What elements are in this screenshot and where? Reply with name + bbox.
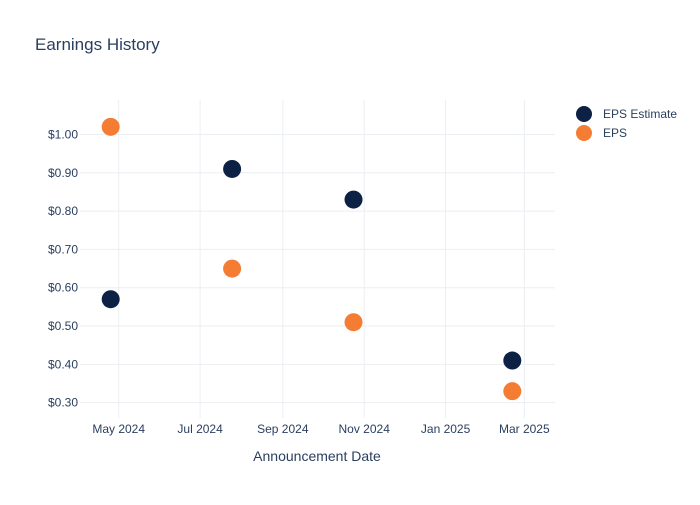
grid-layer: [80, 100, 555, 418]
data-point-eps-estimate[interactable]: [503, 351, 522, 370]
x-axis-title: Announcement Date: [253, 448, 381, 464]
y-tick-label: $0.40: [48, 357, 78, 371]
y-tick-label: $0.60: [48, 281, 78, 295]
data-point-eps[interactable]: [101, 117, 120, 136]
y-tick-label: $0.30: [48, 396, 78, 410]
y-axis-ticks: $0.30 $0.40 $0.50 $0.60 $0.70 $0.80 $0.90 $1.00: [48, 127, 78, 409]
y-tick-label: $0.80: [48, 204, 78, 218]
data-point-eps[interactable]: [223, 259, 242, 278]
data-point-eps[interactable]: [344, 313, 363, 332]
x-tick-label: Mar 2025: [499, 422, 550, 436]
x-tick-label: Jul 2024: [177, 422, 223, 436]
legend-item[interactable]: EPS: [576, 125, 627, 141]
data-point-eps-estimate[interactable]: [101, 290, 120, 309]
x-axis-ticks: May 2024 Jul 2024 Sep 2024 Nov 2024 Jan 2025…: [92, 422, 550, 436]
x-tick-label: May 2024: [92, 422, 145, 436]
y-tick-label: $0.90: [48, 166, 78, 180]
x-tick-label: Nov 2024: [339, 422, 391, 436]
legend[interactable]: EPS Estimate EPS: [576, 106, 677, 141]
data-point-eps[interactable]: [503, 382, 522, 401]
legend-marker: [576, 106, 592, 122]
legend-marker: [576, 125, 592, 141]
data-point-eps-estimate[interactable]: [223, 159, 242, 178]
y-tick-label: $0.50: [48, 319, 78, 333]
y-tick-label: $1.00: [48, 127, 78, 141]
legend-item[interactable]: EPS Estimate: [576, 106, 677, 122]
data-points: [101, 117, 522, 401]
legend-label: EPS Estimate: [603, 107, 677, 121]
x-tick-label: Jan 2025: [421, 422, 471, 436]
legend-label: EPS: [603, 126, 627, 140]
data-point-eps-estimate[interactable]: [344, 190, 363, 209]
x-tick-label: Sep 2024: [257, 422, 309, 436]
y-tick-label: $0.70: [48, 242, 78, 256]
chart-title: Earnings History: [35, 35, 160, 54]
